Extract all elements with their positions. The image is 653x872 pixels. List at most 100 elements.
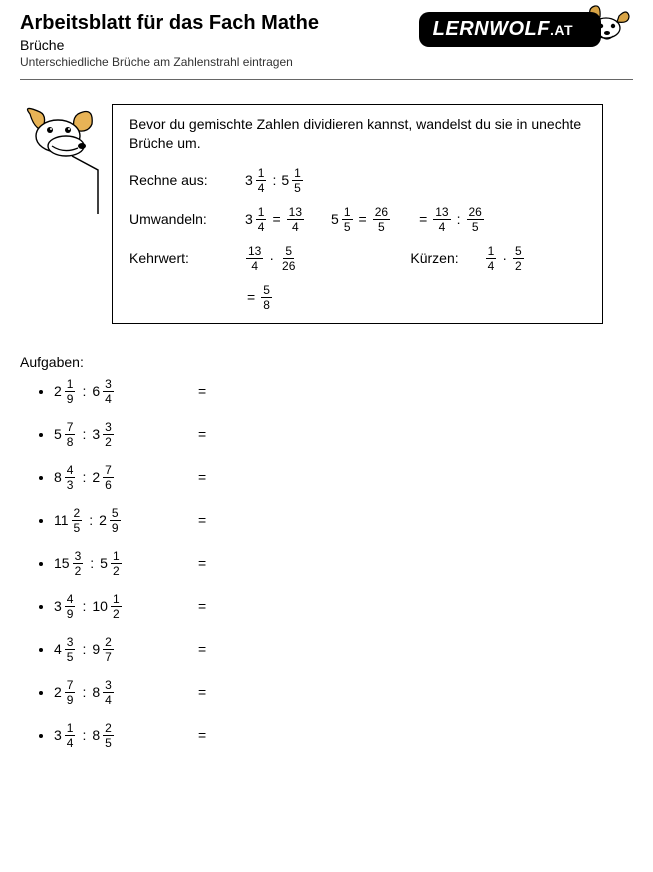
val: 8 — [54, 469, 62, 485]
op-eq: = — [196, 727, 208, 743]
val: 3 — [245, 211, 253, 227]
val: 2 — [54, 684, 62, 700]
val: 7 — [65, 421, 76, 435]
val: 4 — [249, 259, 260, 272]
val: 2 — [99, 512, 107, 528]
val: 4 — [290, 220, 301, 233]
page-subtitle: Brüche — [20, 37, 419, 53]
val: 2 — [73, 564, 84, 577]
val: 5 — [513, 245, 524, 259]
val: 3 — [103, 421, 114, 435]
op-colon: : — [80, 426, 88, 442]
val: 3 — [73, 550, 84, 564]
op-colon: : — [80, 641, 88, 657]
op-eq: = — [245, 289, 257, 305]
op-colon: : — [80, 598, 88, 614]
val: 5 — [292, 181, 303, 194]
val: 1 — [65, 378, 76, 392]
val: 7 — [65, 679, 76, 693]
label-kehrwert: Kehrwert: — [129, 250, 229, 266]
val: 4 — [256, 220, 267, 233]
op-colon: : — [80, 727, 88, 743]
op-eq: = — [196, 512, 208, 528]
val: 3 — [245, 172, 253, 188]
logo-wrap: LERNWOLF.AT — [419, 12, 633, 47]
val: 2 — [513, 259, 524, 272]
val: 2 — [111, 607, 122, 620]
example-section: Bevor du gemischte Zahlen dividieren kan… — [20, 104, 633, 324]
val: 1 — [292, 167, 303, 181]
val: 2 — [72, 507, 83, 521]
val: 9 — [65, 693, 76, 706]
val: 2 — [54, 383, 62, 399]
op-dot: · — [267, 250, 276, 266]
header: Arbeitsblatt für das Fach Mathe Brüche U… — [20, 12, 633, 75]
task-item: 435:927= — [54, 636, 633, 663]
tasks-header: Aufgaben: — [20, 354, 633, 370]
op-dot: · — [500, 250, 509, 266]
val: 5 — [261, 284, 272, 298]
val: 13 — [433, 206, 450, 220]
val: 1 — [486, 245, 497, 259]
task-item: 1532:512= — [54, 550, 633, 577]
val: 13 — [287, 206, 304, 220]
val: 3 — [65, 478, 76, 491]
val: 8 — [261, 298, 272, 311]
val: 6 — [92, 383, 100, 399]
val: 5 — [54, 426, 62, 442]
task-item: 578:332= — [54, 421, 633, 448]
val: 4 — [103, 392, 114, 405]
val: 26 — [280, 259, 297, 272]
label-rechne: Rechne aus: — [129, 172, 229, 188]
val: 1 — [256, 206, 267, 220]
val: 5 — [376, 220, 387, 233]
val: 4 — [65, 593, 76, 607]
val: 26 — [467, 206, 484, 220]
val: 6 — [103, 478, 114, 491]
val: 9 — [65, 392, 76, 405]
op-eq: = — [196, 383, 208, 399]
op-eq: = — [196, 598, 208, 614]
val: 3 — [54, 598, 62, 614]
val: 15 — [54, 555, 70, 571]
umwandeln-exprs: 314 = 134 515 = 265 = 134 : — [245, 206, 485, 233]
task-item: 843:276= — [54, 464, 633, 491]
val: 2 — [111, 564, 122, 577]
label-kuerzen: Kürzen: — [410, 250, 458, 266]
expr-rechne: 314 : 515 — [245, 167, 304, 194]
header-text: Arbeitsblatt für das Fach Mathe Brüche U… — [20, 12, 419, 75]
val: 8 — [92, 684, 100, 700]
val: 1 — [65, 722, 76, 736]
val: 7 — [103, 650, 114, 663]
op-eq: = — [196, 684, 208, 700]
val: 4 — [54, 641, 62, 657]
val: 5 — [103, 736, 114, 749]
val: 2 — [103, 636, 114, 650]
task-item: 279:834= — [54, 679, 633, 706]
val: 5 — [342, 220, 353, 233]
op-eq: = — [196, 555, 208, 571]
op-eq: = — [196, 469, 208, 485]
val: 26 — [373, 206, 390, 220]
val: 1 — [111, 593, 122, 607]
val: 13 — [246, 245, 263, 259]
page-subtitle2: Unterschiedliche Brüche am Zahlenstrahl … — [20, 55, 419, 69]
mascot-side — [20, 104, 100, 219]
label-umwandeln: Umwandeln: — [129, 211, 229, 227]
op-colon: : — [455, 211, 463, 227]
val: 1 — [342, 206, 353, 220]
val: 3 — [54, 727, 62, 743]
task-item: 1125:259= — [54, 507, 633, 534]
val: 2 — [103, 435, 114, 448]
op-colon: : — [80, 383, 88, 399]
val: 1 — [256, 167, 267, 181]
val: 8 — [65, 435, 76, 448]
dog-icon — [20, 106, 100, 216]
op-colon: : — [80, 469, 88, 485]
logo: LERNWOLF.AT — [419, 12, 601, 47]
val: 4 — [65, 464, 76, 478]
val: 10 — [92, 598, 108, 614]
val: 5 — [331, 211, 339, 227]
op-colon: : — [270, 172, 278, 188]
divider — [20, 79, 633, 80]
